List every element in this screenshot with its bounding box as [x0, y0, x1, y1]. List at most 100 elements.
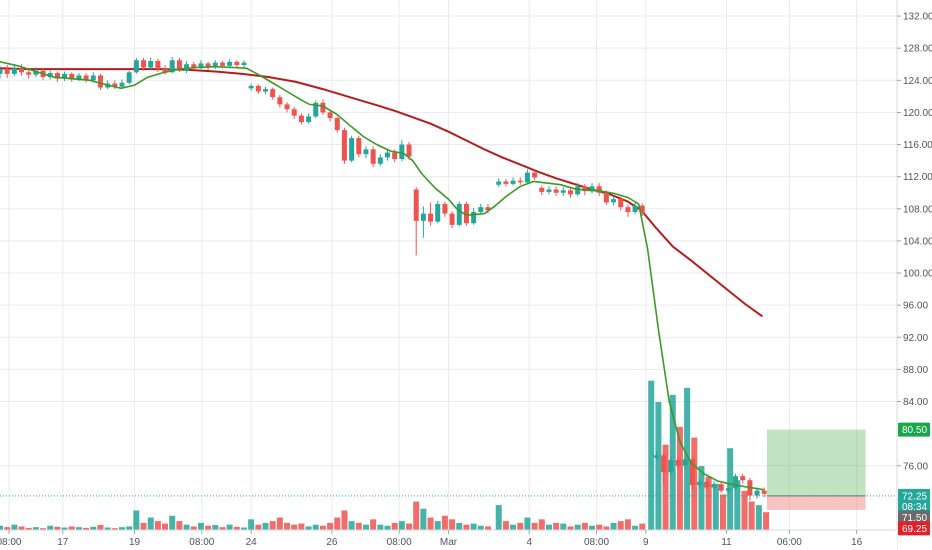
candle-body	[26, 72, 32, 75]
volume-bar	[4, 527, 11, 530]
price-tick-label: 116.00	[903, 140, 932, 151]
volume-bar	[18, 526, 25, 530]
time-tick-label: Mar	[440, 537, 458, 548]
candle-body	[54, 73, 60, 79]
slow-moving-average	[0, 67, 763, 318]
volume-bar	[719, 494, 726, 530]
volume-bar	[162, 523, 169, 530]
volume-bar	[219, 527, 226, 530]
volume-bar	[377, 524, 384, 530]
time-tick-label: 08:00	[0, 537, 22, 548]
candle-body	[219, 62, 225, 66]
candle-body	[582, 186, 588, 192]
candle-body	[496, 181, 502, 185]
candle-body	[162, 69, 168, 73]
candlesticks[interactable]	[0, 57, 767, 501]
candle-body	[69, 73, 75, 80]
volume-bar	[97, 525, 104, 530]
candle-body	[632, 205, 638, 212]
price-label-box	[898, 499, 930, 514]
candle-body	[248, 85, 254, 89]
candle-body	[11, 68, 17, 74]
volume-bar	[197, 522, 204, 530]
ma-slow-line	[0, 67, 763, 318]
volume-bar	[226, 524, 233, 530]
volume-bar	[463, 524, 470, 530]
candle-body	[141, 60, 147, 68]
volume-bar	[741, 490, 748, 530]
candle-body	[148, 61, 154, 68]
candle-body	[263, 89, 269, 92]
volume-bar	[68, 526, 75, 530]
volume-bar	[269, 521, 276, 530]
candle-body	[668, 460, 674, 473]
volume-bar	[624, 519, 631, 530]
volume-bar	[567, 526, 574, 530]
time-tick-label: 24	[246, 537, 258, 548]
time-axis[interactable]: 08:00 17 19 08:00 24 26 08:00 Mar 4 08:00 9 11 06:00…	[0, 529, 897, 550]
time-tick-label: 19	[129, 537, 141, 548]
candle-body	[76, 75, 82, 80]
time-tick-label: 06:00	[777, 537, 802, 548]
time-tick-label: 08:00	[387, 537, 412, 548]
volume-bar	[240, 527, 247, 530]
long-position-tool[interactable]	[766, 429, 866, 510]
volume-bar	[111, 528, 118, 530]
volume-bar	[617, 521, 624, 530]
price-tick-label: 132.00	[903, 12, 932, 23]
price-axis[interactable]: 76.00 84.00 88.00 92.00 96.00 100.00 104.00 108…	[896, 0, 932, 550]
volume-bar	[456, 522, 463, 530]
time-tick-label: 17	[57, 537, 69, 548]
volume-bar	[531, 522, 538, 530]
candle-body	[704, 481, 710, 488]
volume-bar	[262, 522, 269, 530]
time-tick-label: 11	[721, 537, 732, 548]
volume-bar	[470, 523, 477, 530]
price-label-text: 72.25	[902, 491, 927, 502]
candle-body	[625, 207, 631, 212]
price-label-box	[898, 422, 930, 437]
volume-bar	[574, 524, 581, 530]
candle-body	[349, 138, 355, 161]
volume-bar	[169, 515, 176, 530]
volume-bar	[434, 521, 441, 530]
volume-bar	[406, 523, 413, 530]
candle-body	[255, 85, 261, 92]
price-tick-label: 84.00	[903, 397, 928, 408]
volume-bar	[54, 526, 61, 530]
volume-bar	[183, 524, 190, 530]
price-label-box	[898, 521, 930, 536]
candle-body	[112, 83, 118, 87]
candle-body	[19, 68, 25, 73]
candle-body	[370, 149, 376, 164]
volume-bar	[502, 521, 509, 530]
ma-fast-line	[0, 61, 765, 491]
volume-bar	[610, 522, 617, 530]
candle-body	[611, 199, 617, 203]
volume-bar	[639, 523, 646, 530]
price-label-box	[898, 510, 930, 525]
time-tick-label: 26	[326, 537, 338, 548]
volume-bar	[276, 517, 283, 530]
volume-bar	[684, 387, 691, 530]
candle-body	[97, 75, 103, 88]
volume-bar	[763, 512, 770, 530]
candle-body	[503, 181, 509, 184]
volume-bar	[427, 517, 434, 530]
candle-body	[697, 481, 703, 486]
volume-bar	[632, 525, 639, 530]
candle-body	[227, 61, 233, 66]
candle-body	[596, 186, 602, 193]
candle-body	[320, 102, 326, 113]
volume-bar	[553, 522, 560, 530]
volume-bar	[0, 525, 3, 530]
candle-body	[689, 459, 695, 486]
volume-bar	[517, 522, 524, 530]
candle-body	[413, 189, 419, 221]
volume-bar	[32, 527, 39, 530]
candle-body	[682, 459, 688, 466]
volume-bar	[341, 510, 348, 530]
time-tick-label: 08:00	[189, 537, 214, 548]
candle-body	[517, 180, 523, 183]
